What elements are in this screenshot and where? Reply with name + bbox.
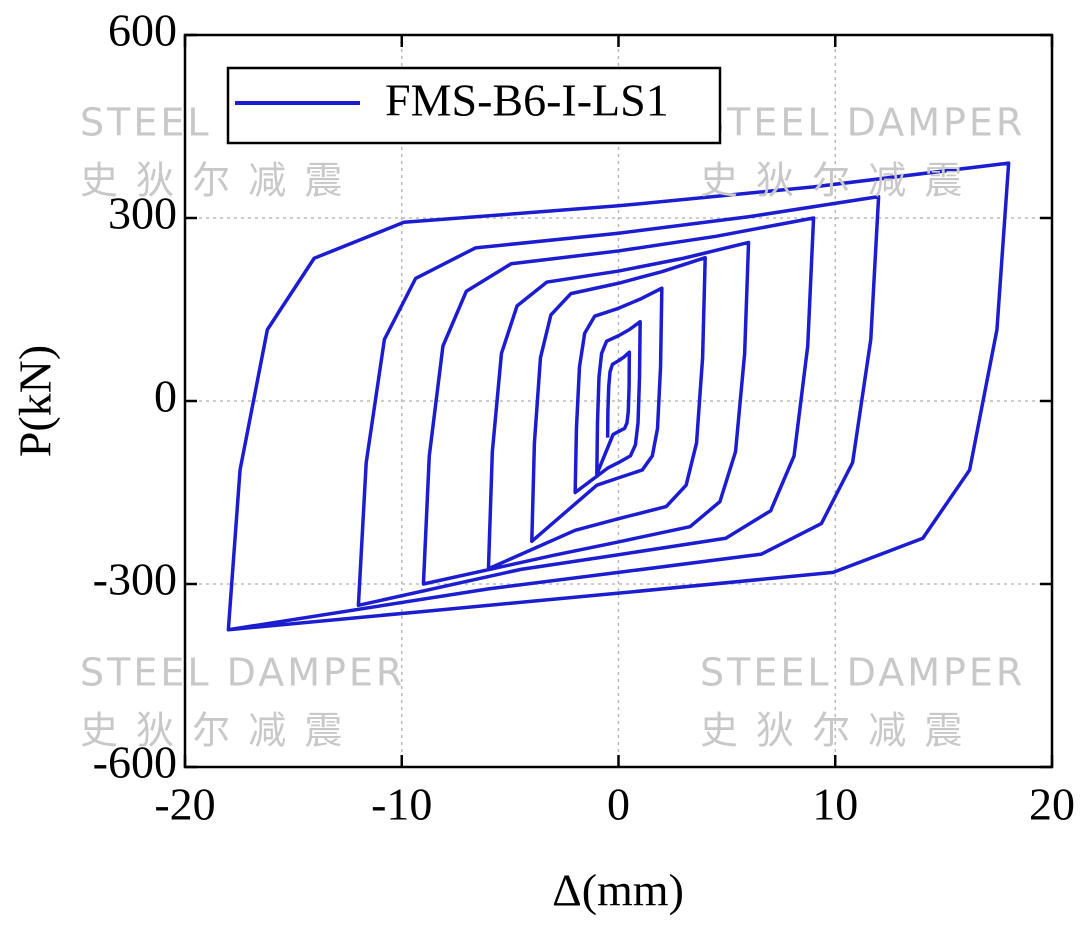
- legend-box: [226, 66, 722, 145]
- x-tick-label: 0: [607, 779, 630, 830]
- x-axis-label: Δ(mm): [552, 865, 684, 916]
- y-tick-label: -300: [93, 554, 177, 605]
- series-line: [226, 161, 1011, 632]
- x-tick-label: 10: [812, 779, 858, 830]
- watermark: 史 狄 尔 减 震: [700, 159, 965, 203]
- x-tick-label: 20: [1029, 779, 1075, 830]
- watermark: STEEL DAMPER: [80, 651, 405, 695]
- x-tick-label: -10: [371, 779, 432, 830]
- watermark: 史 狄 尔 减 震: [80, 709, 345, 753]
- watermark: 史 狄 尔 减 震: [80, 159, 345, 203]
- y-tick-label: -600: [93, 737, 177, 788]
- y-tick-label: 0: [154, 371, 177, 422]
- ticks: -20 -10 0 10 20 -600 -300 0 300 600: [93, 5, 1075, 830]
- plot-area: [226, 161, 1011, 632]
- legend-label: FMS-B6-I-LS1: [385, 75, 669, 126]
- watermark: 史 狄 尔 减 震: [700, 709, 965, 753]
- watermark: STEEL DAMPER: [700, 651, 1025, 695]
- x-tick-label: -20: [154, 779, 215, 830]
- y-axis-label: P(kN): [10, 345, 61, 457]
- legend: FMS-B6-I-LS1: [226, 66, 722, 145]
- y-tick-label: 600: [108, 5, 177, 56]
- y-tick-label: 300: [108, 188, 177, 239]
- watermark: STEEL DAMPER: [700, 101, 1025, 145]
